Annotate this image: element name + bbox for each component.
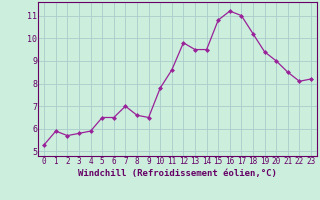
X-axis label: Windchill (Refroidissement éolien,°C): Windchill (Refroidissement éolien,°C) [78,169,277,178]
